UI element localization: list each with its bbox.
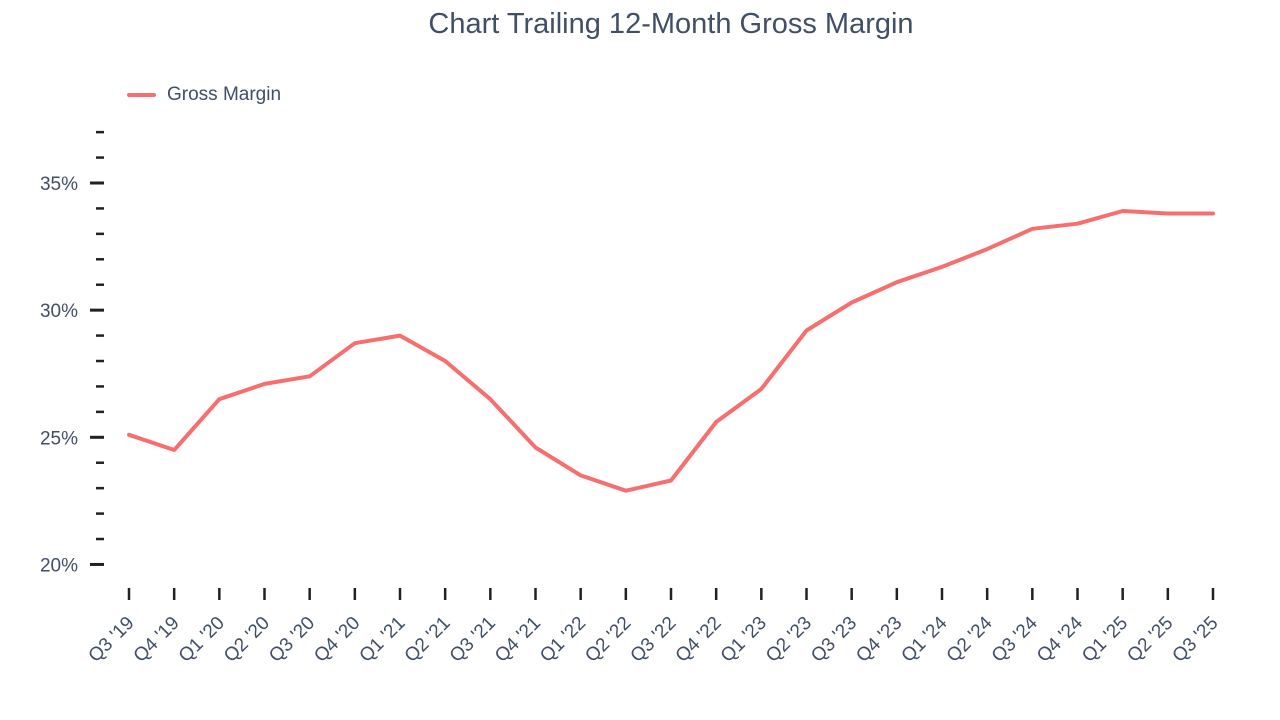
- x-tick-label: Q2 '24: [943, 612, 997, 666]
- x-tick: [534, 588, 537, 600]
- gross-margin-line: [127, 209, 1215, 493]
- x-tick-label: Q4 '22: [672, 613, 726, 667]
- x-tick-label: Q4 '20: [310, 613, 364, 667]
- y-minor-tick: [96, 512, 104, 515]
- y-minor-tick: [96, 130, 104, 134]
- y-major-tick: [90, 435, 104, 439]
- x-tick-label: Q1 '20: [175, 613, 229, 667]
- y-tick-label: 35%: [40, 174, 78, 195]
- x-tick: [579, 588, 582, 600]
- x-tick: [172, 588, 176, 600]
- x-tick: [985, 588, 989, 600]
- x-tick: [1121, 588, 1124, 600]
- y-minor-tick: [96, 207, 104, 210]
- x-tick-label: Q3 '25: [1169, 613, 1223, 667]
- x-tick: [624, 588, 628, 600]
- x-tick: [1166, 588, 1170, 600]
- x-tick: [760, 588, 763, 600]
- x-tick: [218, 588, 221, 600]
- x-tick: [489, 588, 492, 600]
- x-tick: [1076, 588, 1079, 600]
- chart-title: Chart Trailing 12-Month Gross Margin: [428, 8, 914, 40]
- x-tick: [714, 588, 718, 600]
- x-tick: [1031, 588, 1034, 600]
- x-tick: [940, 588, 944, 600]
- x-tick-label: Q4 '21: [491, 613, 545, 667]
- x-tick-label: Q3 '22: [627, 613, 681, 667]
- x-tick: [805, 588, 808, 600]
- y-tick-label: 20%: [40, 555, 78, 576]
- y-major-tick: [90, 181, 104, 185]
- x-tick-label: Q3 '24: [988, 612, 1042, 666]
- legend[interactable]: Gross Margin: [127, 84, 281, 106]
- x-tick-label: Q1 '25: [1078, 613, 1132, 667]
- x-tick: [263, 588, 266, 600]
- x-tick-label: Q2 '22: [581, 613, 635, 667]
- x-tick-label: Q3 '19: [85, 613, 139, 667]
- x-tick-label: Q1 '21: [356, 613, 410, 667]
- x-tick-label: Q1 '24: [898, 612, 952, 666]
- y-major-tick: [90, 562, 104, 566]
- x-tick-label: Q2 '23: [762, 613, 816, 667]
- legend-line-swatch: [127, 93, 156, 97]
- x-tick: [669, 588, 673, 600]
- y-minor-tick: [96, 461, 104, 464]
- x-tick: [353, 588, 357, 600]
- x-tick-label: Q3 '23: [807, 613, 861, 667]
- x-tick-label: Q4 '23: [852, 613, 906, 667]
- x-tick: [308, 588, 311, 600]
- x-tick-label: Q1 '23: [717, 613, 771, 667]
- x-tick-label: Q3 '21: [446, 613, 500, 667]
- x-tick-label: Q4 '19: [130, 613, 184, 667]
- x-tick-label: Q2 '20: [220, 613, 274, 667]
- y-minor-tick: [96, 334, 104, 337]
- y-minor-tick: [96, 283, 104, 286]
- x-tick: [895, 588, 899, 600]
- x-tick-label: Q2 '25: [1123, 613, 1177, 667]
- x-tick: [398, 588, 402, 600]
- x-tick-label: Q3 '20: [265, 613, 319, 667]
- x-tick: [127, 588, 131, 600]
- y-tick-label: 30%: [40, 301, 78, 322]
- y-minor-tick: [96, 359, 104, 363]
- y-minor-tick: [96, 486, 104, 490]
- y-major-tick: [90, 308, 104, 312]
- x-tick: [443, 588, 447, 600]
- y-minor-tick: [96, 385, 104, 388]
- x-tick-label: Q1 '22: [536, 613, 590, 667]
- x-tick: [1211, 588, 1215, 600]
- y-tick-label: 25%: [40, 428, 78, 449]
- x-tick-label: Q2 '21: [401, 613, 455, 667]
- y-minor-tick: [96, 410, 104, 414]
- legend-label: Gross Margin: [167, 84, 282, 105]
- x-tick: [850, 588, 853, 600]
- y-minor-tick: [96, 258, 104, 261]
- y-minor-tick: [96, 156, 104, 159]
- y-minor-tick: [96, 232, 104, 236]
- x-tick-label: Q4 '24: [1033, 612, 1087, 666]
- y-minor-tick: [96, 537, 104, 541]
